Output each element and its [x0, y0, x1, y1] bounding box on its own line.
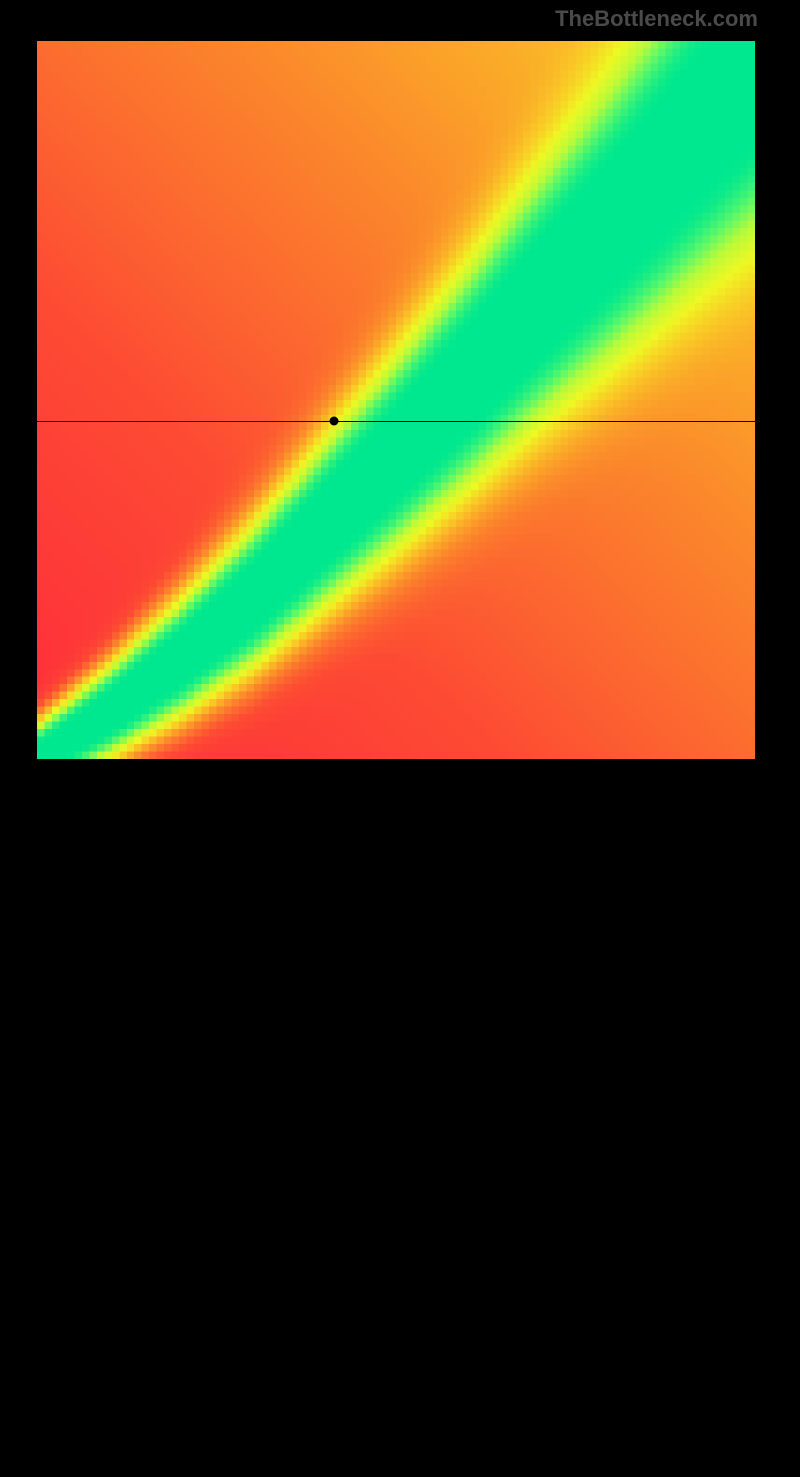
plot-frame	[26, 30, 766, 770]
crosshair-horizontal	[37, 421, 755, 422]
crosshair-marker	[329, 416, 338, 425]
watermark-text: TheBottleneck.com	[555, 6, 758, 32]
heatmap-canvas	[37, 41, 755, 759]
crosshair-vertical	[334, 759, 335, 1477]
heatmap-plot	[37, 41, 755, 759]
